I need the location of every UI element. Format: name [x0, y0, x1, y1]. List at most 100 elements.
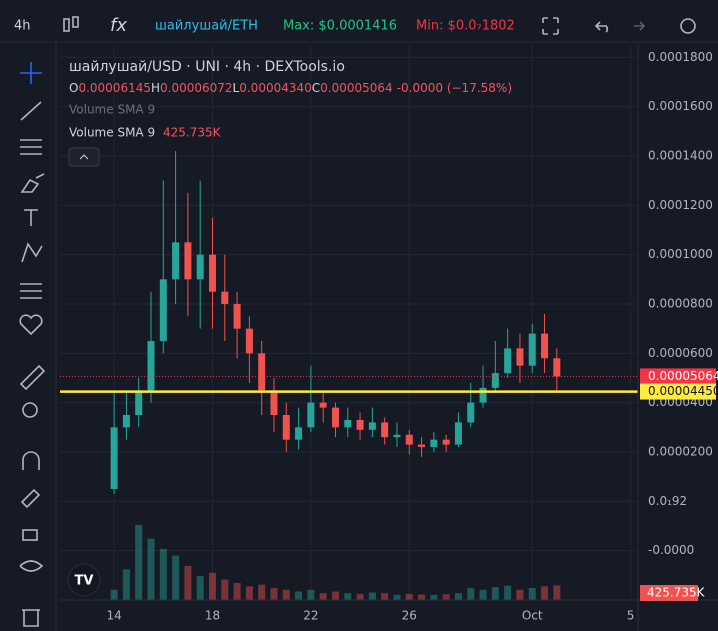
- candle-body: [504, 348, 512, 374]
- y-tick-label: 0.0001800: [648, 50, 713, 64]
- candle-body: [368, 422, 376, 430]
- volume-bar: [344, 593, 352, 600]
- candle-body: [418, 444, 426, 448]
- timeframe-button[interactable]: 4h: [14, 19, 31, 34]
- x-tick-label: 18: [205, 609, 220, 623]
- volume-bar: [258, 584, 266, 600]
- candle-body: [122, 415, 130, 428]
- volume-bar: [159, 548, 167, 600]
- prediction-tool[interactable]: [20, 283, 42, 299]
- min-price: Min: $0.0₇1802: [416, 19, 515, 34]
- visibility-tool[interactable]: [19, 560, 44, 572]
- candle-body: [184, 242, 192, 280]
- zoom-tool[interactable]: [22, 402, 38, 418]
- ruler-tool[interactable]: [19, 364, 46, 391]
- volume-bar: [516, 589, 524, 600]
- ohlc-key: C: [312, 81, 320, 95]
- line-tool[interactable]: [20, 101, 42, 121]
- text-tool[interactable]: [24, 209, 38, 226]
- volume-bar: [356, 593, 364, 600]
- undo-button[interactable]: [594, 21, 609, 33]
- y-tick-label: 0.0₁92: [648, 494, 687, 508]
- volume-bar: [442, 594, 450, 600]
- candle-body: [344, 419, 352, 428]
- indicator-value: 425.735K: [163, 126, 222, 140]
- y-tick-label: 0.0000800: [648, 297, 713, 311]
- brush-tool[interactable]: [20, 173, 45, 193]
- crosshair-tool[interactable]: [20, 62, 42, 84]
- volume-bar: [504, 585, 512, 600]
- indicators-button[interactable]: fx: [110, 15, 127, 36]
- magnet-tool[interactable]: [22, 451, 40, 470]
- last-price-label: 0.00005064: [648, 369, 718, 383]
- volume-bar: [393, 594, 401, 600]
- chart-title: шайлушай/USD · UNI · 4h · DEXTools.io: [69, 59, 345, 75]
- left-toolbar: [19, 62, 46, 627]
- volume-bar: [331, 591, 339, 600]
- volume-bar: [245, 586, 253, 600]
- redo-button[interactable]: [634, 21, 646, 31]
- volume-bar: [172, 555, 180, 600]
- candle-body: [233, 304, 241, 329]
- volume-bar: [319, 593, 327, 600]
- pattern-tool[interactable]: [21, 242, 43, 263]
- volume-bar: [381, 593, 389, 600]
- settings-button[interactable]: [680, 18, 696, 34]
- candle-body: [172, 242, 180, 280]
- last-price-box: [640, 368, 716, 385]
- volume-bar: [233, 582, 241, 600]
- collapse-button[interactable]: [68, 147, 100, 167]
- fib-tool[interactable]: [20, 139, 42, 155]
- volume-bar: [147, 538, 155, 600]
- lock-tool[interactable]: [22, 529, 38, 541]
- candle-body: [295, 427, 303, 440]
- indicator-name[interactable]: Volume SMA 9: [69, 126, 155, 140]
- candle-body: [147, 341, 155, 391]
- delete-tool[interactable]: [22, 609, 40, 627]
- pair[interactable]: шайлушай/ETH: [155, 19, 258, 34]
- volume-bar: [479, 589, 487, 600]
- ohlc-change: -0.0000 (−17.58%): [397, 81, 512, 95]
- candle-body: [356, 419, 364, 430]
- candle-body: [516, 348, 524, 366]
- volume-bar: [307, 589, 315, 600]
- plot-area: [60, 45, 638, 600]
- volume-bar: [110, 589, 118, 600]
- volume-label: 425.735K: [647, 586, 706, 600]
- volume-bar: [467, 588, 475, 600]
- candle-body: [491, 373, 499, 388]
- volume-bar: [368, 592, 376, 600]
- lock-drawing-tool[interactable]: [20, 488, 41, 509]
- y-tick-label: 0.0001400: [648, 149, 713, 163]
- x-tick-label: 14: [106, 609, 121, 623]
- candle-type-button[interactable]: [63, 16, 79, 32]
- ohlc-key: H: [151, 81, 160, 95]
- candle-body: [208, 254, 216, 292]
- volume-bar: [430, 594, 438, 600]
- y-tick-label: -0.0000: [648, 543, 694, 557]
- tradingview-logo[interactable]: TV: [67, 563, 101, 597]
- candle-body: [467, 402, 475, 423]
- candle-body: [319, 402, 327, 408]
- y-tick-label: 0.0001600: [648, 99, 713, 113]
- favorites-tool[interactable]: [19, 314, 43, 336]
- candle-body: [553, 358, 561, 377]
- ohlc-key: O: [69, 81, 78, 95]
- max-price: Max: $0.0001416: [283, 19, 397, 34]
- y-tick-label: 0.0000200: [648, 445, 713, 459]
- volume-bar: [553, 585, 561, 600]
- volume-bar: [528, 588, 536, 600]
- candle-body: [430, 439, 438, 448]
- volume-bar: [418, 594, 426, 600]
- svg-text:TV: TV: [75, 574, 94, 589]
- volume-bar: [282, 589, 290, 600]
- volume-bar: [135, 525, 143, 600]
- ohlc-value: 0.00005064: [320, 81, 393, 95]
- ohlc-key: L: [233, 81, 240, 95]
- fullscreen-button[interactable]: [542, 17, 559, 35]
- indicator-hidden[interactable]: Volume SMA 9: [69, 103, 155, 117]
- x-tick-label: Oct: [522, 609, 543, 623]
